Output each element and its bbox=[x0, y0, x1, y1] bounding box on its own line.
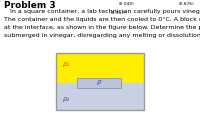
Text: ρ: ρ bbox=[97, 79, 102, 85]
Bar bbox=[56, 53, 144, 110]
Text: ρ₁: ρ₁ bbox=[63, 60, 70, 66]
Text: (0.049): (0.049) bbox=[119, 2, 135, 6]
Bar bbox=[56, 83, 144, 110]
Text: ρ₂: ρ₂ bbox=[63, 95, 70, 101]
Bar bbox=[77, 78, 121, 88]
Bar bbox=[56, 53, 144, 83]
Text: at the interface, as shown in the figure below. Determine the percentage of ice : at the interface, as shown in the figure… bbox=[4, 25, 200, 30]
Text: (0.876): (0.876) bbox=[179, 2, 195, 6]
Text: (0.917): (0.917) bbox=[111, 11, 127, 15]
Text: In a square container, a lab technician carefully pours vinegar 1.          and : In a square container, a lab technician … bbox=[4, 9, 200, 14]
Text: Problem 3: Problem 3 bbox=[4, 1, 56, 9]
Text: submerged in vinegar, disregarding any melting or dissolution.: submerged in vinegar, disregarding any m… bbox=[4, 33, 200, 38]
Text: The container and the liquids are then cooled to 0°C. A block of ice 0.         : The container and the liquids are then c… bbox=[4, 17, 200, 22]
